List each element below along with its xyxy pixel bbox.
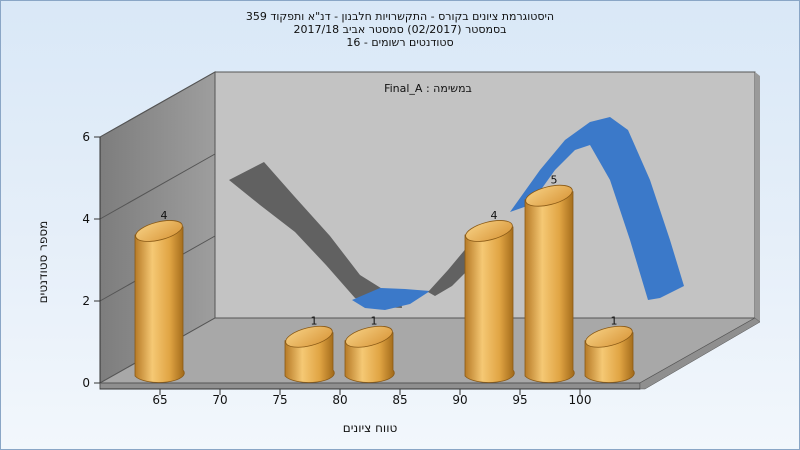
- task-annotation: במשימה : Final_A: [384, 82, 472, 95]
- bar-body: [524, 191, 575, 383]
- x-tick-label: 85: [392, 393, 407, 407]
- histogram-bar: 5: [524, 174, 575, 383]
- trend-ribbon-blue-low: [352, 288, 430, 310]
- wall-gridline: [99, 153, 216, 220]
- y-tick-label: 2: [82, 294, 90, 308]
- x-tick-label: 75: [272, 393, 287, 407]
- bar-top: [465, 220, 513, 242]
- histogram-bar: 1: [344, 315, 395, 383]
- y-tick-label: 4: [82, 212, 90, 226]
- bar-value-label: 1: [311, 315, 318, 328]
- x-axis-title: טווח ציונים: [343, 421, 398, 435]
- bar-value-label: 4: [491, 209, 498, 222]
- chart-title: היסטוגרמת ציונים בקורס - התקשרויות חלבנו…: [0, 10, 800, 49]
- bar-body: [134, 226, 185, 383]
- chart-right-edge: [755, 72, 760, 322]
- bar-value-label: 4: [161, 209, 168, 222]
- trend-ribbon-gray-rise: [428, 246, 476, 296]
- chart-title-line-2: בסמסטר (02/2017) סמסטר אביב 2017/18: [293, 23, 507, 36]
- histogram-bar: 1: [584, 315, 635, 383]
- bar-body: [464, 226, 515, 383]
- histogram-bar: 4: [134, 209, 185, 383]
- x-tick-label: 95: [512, 393, 527, 407]
- x-axis-ticks: 65 70 75 80 85 90 95 100: [152, 389, 591, 407]
- bar-top: [345, 325, 393, 348]
- x-tick-label: 100: [569, 393, 592, 407]
- bar-value-label: 1: [371, 315, 378, 328]
- bar-top: [285, 325, 333, 348]
- x-tick-label: 65: [152, 393, 167, 407]
- y-tick-label: 6: [82, 130, 90, 144]
- trend-ribbon-gray: [229, 162, 402, 308]
- bar-value-label: 5: [551, 174, 558, 187]
- x-tick-label: 90: [452, 393, 467, 407]
- wall-gridline: [99, 71, 216, 138]
- chart-floor-right-edge: [639, 317, 761, 390]
- y-tick-label: 0: [82, 376, 90, 390]
- histogram-bars: 4 1 1 4 5 1: [134, 174, 635, 383]
- bar-value-label: 1: [611, 315, 618, 328]
- trend-ribbon: [229, 117, 684, 310]
- chart-floor-edge: [99, 382, 641, 390]
- bar-top: [585, 325, 633, 348]
- x-tick-label: 80: [332, 393, 347, 407]
- chart-title-line-1: היסטוגרמת ציונים בקורס - התקשרויות חלבנו…: [245, 10, 555, 23]
- histogram-bar: 1: [284, 315, 335, 383]
- chart-title-line-3: סטודנטים רשומים - 16: [346, 36, 454, 49]
- bar-top: [525, 184, 573, 207]
- x-tick-label: 70: [212, 393, 227, 407]
- histogram-bar: 4: [464, 209, 515, 383]
- trend-ribbon-blue-peak: [510, 117, 684, 300]
- y-axis-ticks: 0 2 4 6: [82, 130, 100, 390]
- bar-top: [135, 220, 183, 242]
- y-axis-title: מספר סטודנטים: [36, 221, 50, 304]
